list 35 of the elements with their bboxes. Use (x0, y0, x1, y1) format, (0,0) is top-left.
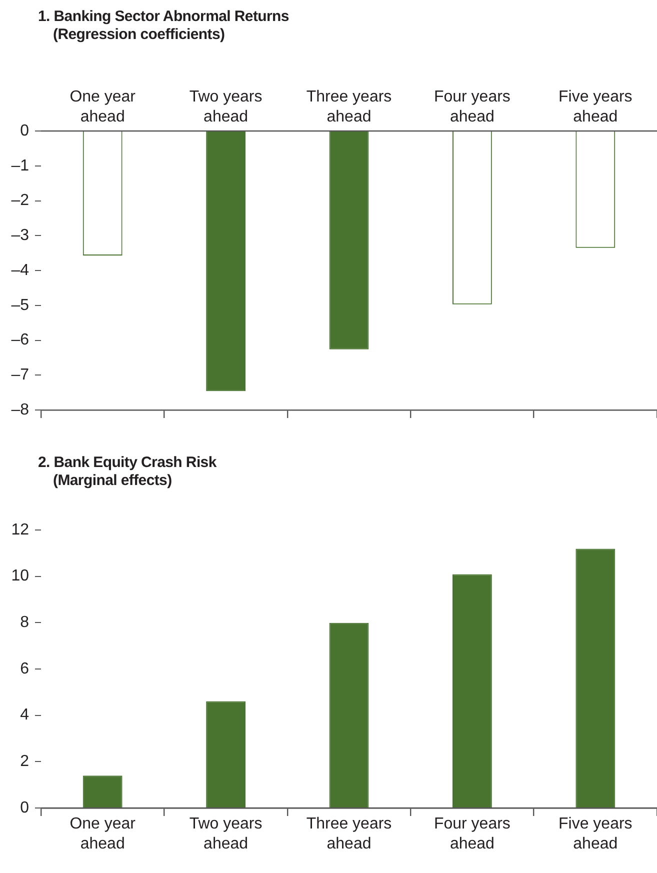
y-tick-label: 6 (20, 660, 30, 678)
bar (206, 701, 246, 808)
bar (82, 776, 122, 808)
x-tick-label: Four years ahead (434, 88, 510, 126)
y-tick-label: –4 (11, 262, 30, 279)
y-tick-label: –5 (11, 296, 30, 314)
y-tick-label: 12 (11, 521, 30, 538)
x-tick-label: One year ahead (70, 815, 136, 852)
chart-title: 1. Banking Sector Abnormal Returns (38, 8, 289, 26)
x-tick-label: Four years ahead (434, 815, 510, 852)
y-tick-label: 10 (11, 568, 30, 585)
bar (329, 622, 369, 808)
x-tick-label: Three years ahead (306, 88, 392, 126)
x-tick-label: Two years ahead (189, 88, 262, 126)
bar (452, 574, 492, 808)
y-tick-label: –7 (11, 366, 30, 384)
y-tick-label: –8 (11, 401, 30, 418)
chart-subtitle: (Regression coefficients) (52, 26, 226, 44)
y-tick-label: 0 (20, 122, 30, 140)
x-tick-label: One year ahead (70, 88, 136, 126)
bar (576, 548, 616, 808)
y-tick-label: 8 (20, 614, 30, 632)
y-tick-label: –2 (11, 192, 30, 210)
chart-title: 2. Bank Equity Crash Risk (38, 454, 216, 472)
chart-subtitle: (Marginal effects) (52, 472, 173, 490)
y-tick-label: 4 (20, 706, 30, 724)
x-tick-label: Five years ahead (558, 88, 632, 126)
y-tick-label: –3 (11, 227, 30, 244)
y-tick-label: 0 (20, 799, 30, 816)
y-tick-label: –1 (11, 157, 30, 174)
x-tick-label: Five years ahead (558, 815, 632, 852)
y-tick-label: –6 (11, 332, 30, 349)
x-tick-label: Three years ahead (306, 815, 392, 852)
x-tick-label: Two years ahead (189, 815, 262, 852)
y-tick-label: 2 (20, 753, 30, 770)
